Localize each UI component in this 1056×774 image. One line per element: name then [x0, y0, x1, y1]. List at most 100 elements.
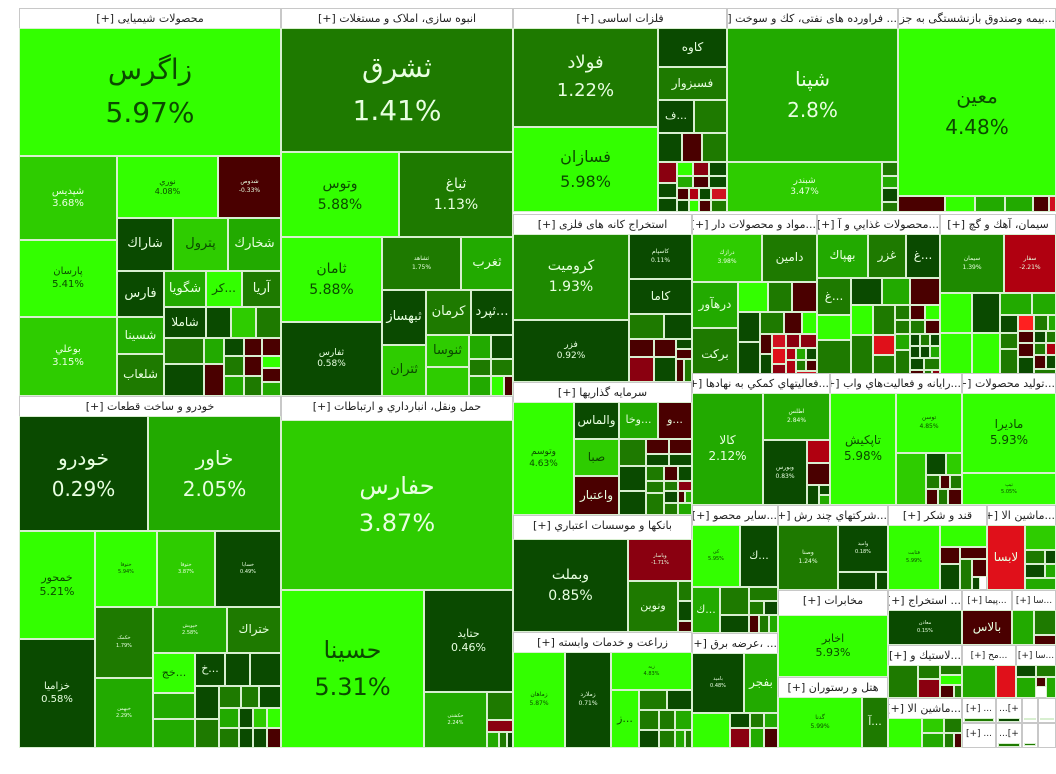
stock-tile-unlabeled[interactable] [1000, 293, 1032, 315]
stock-tile-unlabeled[interactable] [262, 382, 281, 396]
stock-tile-unlabeled[interactable] [749, 587, 778, 601]
stock-tile[interactable]: ثتران [382, 345, 426, 396]
sector-title-expand[interactable]: ... ،عرضه برق [+] [693, 637, 777, 650]
sector-title-expand[interactable]: ...محصولات غذايي و آ [+] [818, 218, 939, 231]
stock-tile[interactable]: شاراك [117, 218, 173, 271]
stock-tile-unlabeled[interactable] [1005, 196, 1033, 212]
stock-tile-unlabeled[interactable] [491, 376, 504, 396]
stock-tile-unlabeled[interactable] [685, 491, 692, 503]
stock-tile-unlabeled[interactable] [253, 708, 267, 728]
stock-tile[interactable]: وبملت 0.85% [513, 539, 628, 632]
stock-tile-unlabeled[interactable] [262, 368, 281, 382]
stock-tile-unlabeled[interactable] [654, 357, 676, 382]
stock-tile-unlabeled[interactable] [882, 162, 898, 176]
stock-tile-unlabeled[interactable] [764, 728, 778, 748]
stock-tile-unlabeled[interactable] [944, 733, 954, 748]
stock-tile-unlabeled[interactable] [164, 338, 204, 364]
stock-tile-unlabeled[interactable] [910, 334, 920, 346]
sector-title-expand[interactable]: حمل ونقل، انبارداري و ارتباطات [+] [312, 400, 482, 413]
stock-tile[interactable]: وتوسم 4.63% [513, 402, 574, 515]
stock-tile-unlabeled[interactable] [646, 481, 664, 493]
stock-tile[interactable]: فسبزوار [658, 67, 727, 100]
stock-tile-unlabeled[interactable] [678, 601, 692, 621]
stock-tile-unlabeled[interactable] [469, 335, 491, 359]
stock-tile-unlabeled[interactable] [619, 491, 646, 515]
stock-tile[interactable]: كرمان [426, 290, 471, 335]
stock-tile[interactable]: زملارد 0.71% [565, 652, 611, 748]
sector-title-expand[interactable]: ...رایانه و فعالیت‌هاي واب [+] [831, 377, 961, 390]
stock-tile-unlabeled[interactable] [876, 572, 888, 590]
stock-tile-unlabeled[interactable] [944, 718, 962, 733]
stock-tile[interactable]: پارسان 5.41% [19, 240, 117, 317]
stock-tile-unlabeled[interactable] [940, 475, 950, 489]
stock-tile[interactable]: اخابر 5.93% [778, 615, 888, 677]
stock-tile-unlabeled[interactable] [882, 202, 898, 212]
stock-tile-unlabeled[interactable] [910, 278, 940, 305]
stock-tile-unlabeled[interactable] [646, 454, 669, 466]
stock-tile[interactable]: ثبهساز [382, 290, 426, 345]
stock-tile[interactable]: بهپاك [817, 234, 868, 278]
stock-tile-unlabeled[interactable] [940, 685, 954, 698]
stock-tile[interactable]: آریا [242, 271, 281, 307]
stock-tile[interactable]: زاگرس 5.97% [19, 28, 281, 156]
stock-tile-unlabeled[interactable] [639, 690, 667, 710]
stock-tile-unlabeled[interactable] [760, 312, 784, 334]
stock-tile-unlabeled[interactable] [888, 665, 918, 698]
stock-tile-unlabeled[interactable] [646, 439, 669, 454]
stock-tile[interactable]: بفجر [744, 653, 778, 713]
stock-tile-unlabeled[interactable] [709, 162, 727, 176]
stock-tile[interactable]: کاما [629, 279, 692, 314]
stock-tile-unlabeled[interactable] [895, 305, 910, 320]
sector-title-expand[interactable]: ...فعالیتهاي كمكي به نهادها [+] [693, 377, 829, 390]
stock-tile-unlabeled[interactable] [930, 334, 940, 346]
stock-tile-unlabeled[interactable] [678, 581, 692, 601]
stock-tile-unlabeled[interactable] [153, 693, 195, 719]
sector-title-expand[interactable]: انبوه سازی، املاک و مستغلات [+] [317, 12, 477, 25]
stock-tile[interactable]: وصنا 1.24% [778, 525, 838, 590]
stock-tile-unlabeled[interactable] [1033, 196, 1049, 212]
sector-title-expand[interactable]: +]... [999, 729, 1019, 739]
stock-tile-unlabeled[interactable] [658, 162, 677, 183]
stock-tile-unlabeled[interactable] [819, 495, 830, 505]
stock-tile-unlabeled[interactable] [1036, 665, 1056, 677]
stock-tile-unlabeled[interactable] [469, 359, 491, 376]
stock-tile-unlabeled[interactable] [1046, 355, 1056, 369]
sector-title-expand[interactable]: هتل و رستوران [+] [787, 681, 879, 694]
stock-tile-unlabeled[interactable] [882, 176, 898, 188]
stock-tile-unlabeled[interactable] [768, 282, 792, 312]
stock-tile-unlabeled[interactable] [619, 466, 646, 491]
stock-tile[interactable]: والماس [574, 402, 619, 439]
stock-tile-unlabeled[interactable] [924, 358, 940, 370]
stock-tile[interactable]: خودرو 0.29% [19, 416, 148, 531]
stock-tile-unlabeled[interactable] [1049, 196, 1056, 212]
stock-tile[interactable]: ثشرق 1.41% [281, 28, 513, 152]
stock-tile-unlabeled[interactable] [693, 176, 709, 188]
stock-tile[interactable]: ثباغ 1.13% [399, 152, 513, 237]
stock-tile-unlabeled[interactable] [684, 359, 692, 382]
stock-tile[interactable]: تيپ 5.05% [962, 473, 1056, 505]
stock-tile-unlabeled[interactable] [940, 675, 962, 685]
stock-tile-unlabeled[interactable] [654, 339, 676, 357]
sector-title-expand[interactable]: ...بیمه وصندوق بازنشستگی به جز [+] [899, 12, 1055, 25]
stock-tile[interactable]: شلعاب [117, 354, 164, 396]
stock-tile-unlabeled[interactable] [920, 346, 930, 358]
stock-tile-unlabeled[interactable] [689, 200, 699, 212]
stock-tile-unlabeled[interactable] [256, 307, 281, 338]
stock-tile-unlabeled[interactable] [807, 485, 819, 505]
stock-tile-unlabeled[interactable] [922, 733, 944, 748]
stock-tile[interactable]: کالا 2.12% [692, 393, 763, 505]
sector-title-expand[interactable]: ... [+] [965, 704, 992, 714]
stock-tile-unlabeled[interactable] [910, 320, 925, 334]
stock-tile[interactable]: فسازان 5.98% [513, 127, 658, 212]
stock-tile[interactable]: صبا [574, 439, 619, 476]
stock-tile-unlabeled[interactable] [676, 349, 692, 359]
stock-tile[interactable]: ...کر [206, 271, 242, 307]
stock-tile[interactable]: کاوه [658, 28, 727, 67]
stock-tile-unlabeled[interactable] [750, 713, 764, 728]
stock-tile-unlabeled[interactable] [1032, 293, 1056, 315]
stock-tile[interactable]: کرومیت 1.93% [513, 234, 629, 320]
stock-tile[interactable]: وامید 0.18% [838, 525, 888, 572]
sector-title-expand[interactable]: قند و شکر [+] [902, 509, 973, 522]
stock-tile[interactable]: خکمک 1.79% [95, 607, 153, 678]
stock-tile-unlabeled[interactable] [1036, 677, 1046, 687]
